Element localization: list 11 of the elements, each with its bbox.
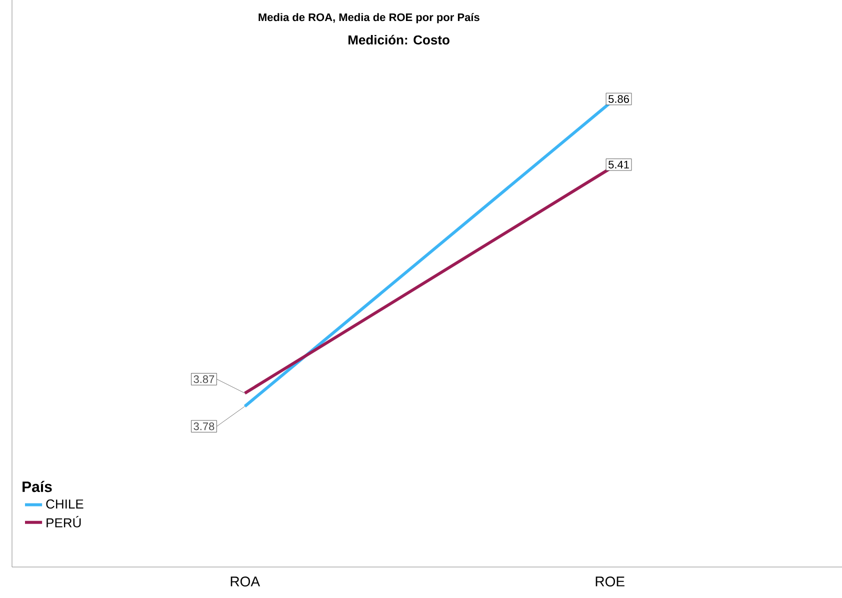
legend-label: PERÚ (46, 516, 81, 528)
data-label: 3.87 (194, 375, 214, 384)
data-label: 5.41 (608, 160, 629, 168)
x-tick-label: ROE (596, 576, 624, 586)
legend-title: País (22, 480, 52, 492)
data-label: 5.86 (608, 95, 629, 103)
chart-title: Media de ROA, Media de ROE por por País (258, 12, 480, 24)
data-label: 3.78 (194, 422, 214, 430)
chart-subtitle: Medición: Costo (348, 34, 450, 45)
legend-label: CHILE (46, 499, 84, 509)
x-tick-label: ROA (230, 576, 260, 586)
